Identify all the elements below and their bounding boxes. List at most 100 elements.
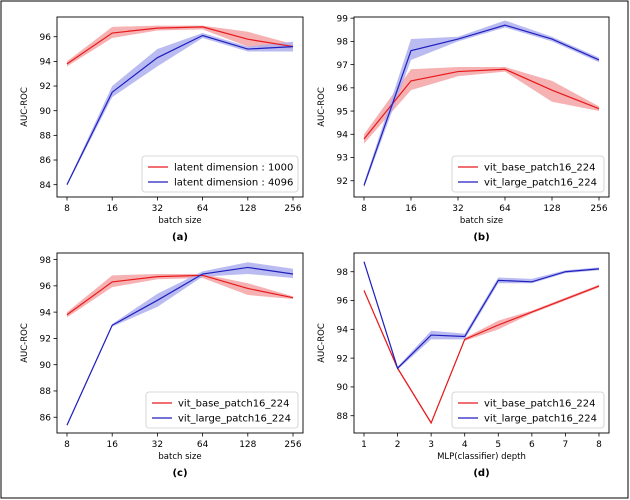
legend-entry-2: latent dimension : 4096 [174, 178, 293, 189]
y-tick-label: 84 [40, 181, 52, 191]
legend-entry-2: vit_large_patch16_224 [178, 414, 291, 425]
x-tick-label: 4 [462, 440, 468, 450]
legend-box [145, 391, 299, 429]
legend-entry-1: vit_base_patch16_224 [178, 399, 290, 410]
series-line-1 [363, 285, 600, 425]
y-tick-label: 98 [40, 256, 52, 266]
chart-panel-2: 8 16 32 64 128 256 92 93 94 95 96 97 98 99 batch size A… [317, 14, 610, 243]
y-tick-label: 93 [337, 154, 348, 164]
x-tick-label: 64 [197, 440, 209, 450]
y-tick-label: 92 [337, 354, 348, 364]
legend-box [451, 391, 605, 429]
x-tick-label: 8 [64, 204, 70, 214]
x-tick-label: 128 [543, 204, 560, 214]
y-tick-label: 98 [337, 38, 349, 48]
panel-caption: (c) [172, 468, 187, 479]
x-tick-label: 16 [106, 204, 118, 214]
series-line-1 [66, 274, 294, 316]
legend-box [141, 155, 299, 193]
series-line-2 [363, 261, 600, 370]
confidence-band-1 [364, 66, 599, 144]
y-tick-label: 96 [337, 297, 349, 307]
y-tick-label: 88 [40, 132, 52, 142]
x-tick-label: 8 [64, 440, 70, 450]
y-tick-label: 96 [337, 84, 349, 94]
plot-frame [56, 16, 304, 198]
plot-frame [353, 16, 610, 198]
y-tick-label: 98 [337, 268, 349, 278]
y-tick-label: 96 [40, 282, 52, 292]
x-tick-label: 7 [563, 440, 569, 450]
legend: vit_base_patch16_224 vit_large_patch16_22… [451, 155, 605, 193]
x-tick-label: 3 [428, 440, 434, 450]
chart-panel-3: 8 16 32 64 128 256 86 88 90 92 94 96 98 batch size AUC… [20, 252, 304, 479]
y-axis-label: AUC-ROC [317, 323, 327, 363]
legend-entry-2: vit_large_patch16_224 [484, 178, 597, 189]
legend: vit_base_patch16_224 vit_large_patch16_22… [451, 391, 605, 429]
y-tick-label: 94 [337, 326, 349, 336]
x-axis-label: batch size [158, 216, 201, 226]
y-tick-label: 95 [337, 107, 348, 117]
x-tick-label: 5 [495, 440, 501, 450]
series-line-1 [66, 26, 294, 65]
panel-caption: (d) [473, 468, 489, 479]
x-tick-label: 256 [590, 204, 607, 214]
legend-entry-1: vit_base_patch16_224 [484, 399, 596, 410]
series-line-2 [66, 34, 294, 185]
legend-box [451, 155, 605, 193]
panel-caption: (b) [473, 232, 489, 243]
y-tick-label: 90 [40, 107, 52, 117]
x-tick-label: 256 [284, 440, 301, 450]
y-tick-label: 92 [40, 335, 51, 345]
x-tick-label: 16 [405, 204, 417, 214]
x-tick-label: 2 [395, 440, 401, 450]
y-tick-label: 90 [40, 361, 52, 371]
y-axis-label: AUC-ROC [317, 87, 327, 127]
plot-frame [353, 252, 610, 434]
x-tick-label: 32 [152, 204, 163, 214]
panel-caption: (a) [172, 232, 188, 243]
series-line-2 [66, 266, 294, 426]
y-tick-label: 86 [40, 413, 52, 423]
y-tick-label: 96 [40, 33, 52, 43]
x-tick-label: 256 [284, 204, 301, 214]
x-axis-label: MLP(classifier) depth [437, 452, 526, 462]
x-tick-label: 64 [197, 204, 209, 214]
x-axis-label: batch size [158, 452, 201, 462]
legend: latent dimension : 1000 latent dimension … [141, 155, 299, 193]
x-tick-label: 128 [239, 204, 256, 214]
x-tick-label: 1 [361, 440, 367, 450]
x-tick-label: 8 [596, 440, 602, 450]
x-tick-label: 8 [361, 204, 367, 214]
x-axis-label: batch size [460, 216, 503, 226]
legend: vit_base_patch16_224 vit_large_patch16_22… [145, 391, 299, 429]
y-tick-label: 88 [40, 387, 52, 397]
x-tick-label: 6 [529, 440, 535, 450]
series-line-2 [363, 24, 600, 186]
y-tick-label: 88 [337, 412, 349, 422]
y-axis-label: AUC-ROC [20, 323, 30, 363]
plot-frame [56, 252, 304, 434]
y-tick-label: 94 [337, 130, 349, 140]
legend-entry-1: latent dimension : 1000 [174, 163, 293, 174]
y-tick-label: 94 [40, 58, 52, 68]
x-tick-label: 32 [152, 440, 163, 450]
legend-entry-1: vit_base_patch16_224 [484, 163, 596, 174]
y-tick-label: 92 [337, 177, 348, 187]
y-tick-label: 92 [40, 82, 51, 92]
series-line-1 [363, 68, 600, 140]
y-tick-label: 86 [40, 156, 52, 166]
y-tick-label: 90 [337, 383, 349, 393]
y-tick-label: 97 [337, 61, 348, 71]
legend-entry-2: vit_large_patch16_224 [484, 414, 597, 425]
x-tick-label: 32 [452, 204, 463, 214]
confidence-band-2 [364, 260, 599, 370]
chart-panel-1: 8 16 32 64 128 256 84 86 88 90 92 94 96 batch size AUC… [20, 16, 304, 243]
y-axis-label: AUC-ROC [20, 87, 30, 127]
x-tick-label: 128 [239, 440, 256, 450]
y-tick-label: 99 [337, 14, 349, 24]
y-tick-label: 94 [40, 308, 52, 318]
x-tick-label: 16 [106, 440, 118, 450]
